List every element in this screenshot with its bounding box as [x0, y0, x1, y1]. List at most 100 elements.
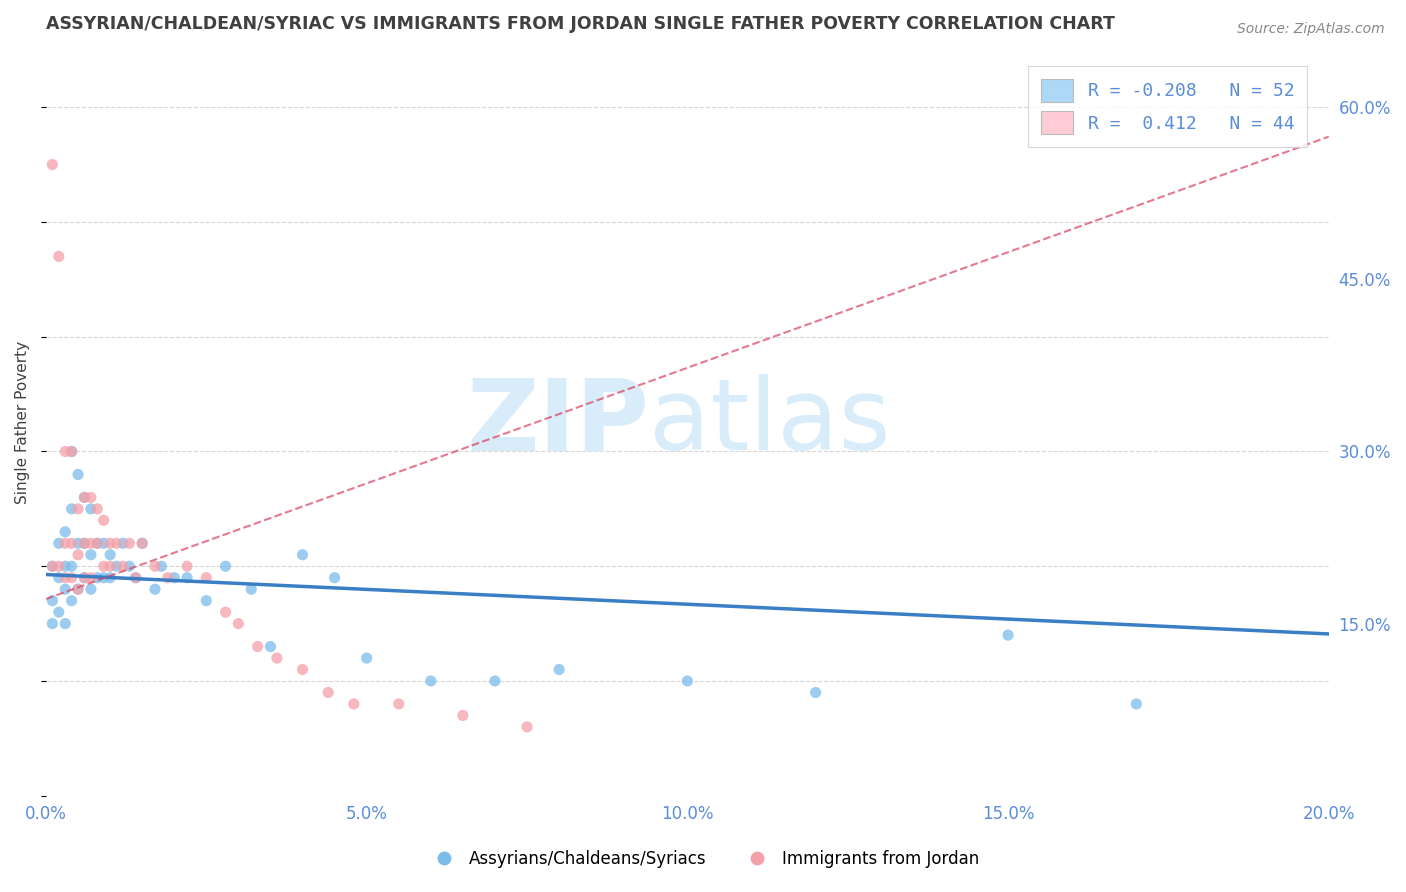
- Point: [53, 444, 76, 458]
- Point: [41, 559, 63, 574]
- Point: [516, 720, 538, 734]
- Point: [98, 536, 121, 550]
- Point: [60, 559, 83, 574]
- Point: [176, 559, 198, 574]
- Point: [73, 536, 96, 550]
- Point: [73, 491, 96, 505]
- Point: [41, 158, 63, 172]
- Point: [451, 708, 474, 723]
- Point: [80, 571, 103, 585]
- Point: [73, 571, 96, 585]
- Point: [53, 524, 76, 539]
- Point: [67, 467, 90, 482]
- Point: [48, 605, 70, 619]
- Text: ASSYRIAN/CHALDEAN/SYRIAC VS IMMIGRANTS FROM JORDAN SINGLE FATHER POVERTY CORRELA: ASSYRIAN/CHALDEAN/SYRIAC VS IMMIGRANTS F…: [46, 15, 1115, 33]
- Point: [323, 571, 346, 585]
- Point: [105, 559, 128, 574]
- Point: [266, 651, 288, 665]
- Point: [388, 697, 411, 711]
- Text: atlas: atlas: [650, 375, 890, 471]
- Point: [240, 582, 263, 597]
- Point: [143, 559, 166, 574]
- Point: [676, 673, 699, 688]
- Point: [291, 548, 314, 562]
- Point: [41, 616, 63, 631]
- Point: [195, 571, 218, 585]
- Point: [131, 536, 153, 550]
- Point: [48, 559, 70, 574]
- Point: [143, 582, 166, 597]
- Point: [111, 559, 134, 574]
- Point: [214, 559, 236, 574]
- Point: [356, 651, 378, 665]
- Y-axis label: Single Father Poverty: Single Father Poverty: [15, 342, 30, 504]
- Point: [176, 571, 198, 585]
- Point: [73, 571, 96, 585]
- Point: [60, 444, 83, 458]
- Point: [80, 536, 103, 550]
- Point: [316, 685, 339, 699]
- Point: [125, 571, 148, 585]
- Point: [48, 249, 70, 263]
- Point: [53, 616, 76, 631]
- Point: [131, 536, 153, 550]
- Point: [105, 536, 128, 550]
- Point: [163, 571, 186, 585]
- Point: [67, 582, 90, 597]
- Point: [48, 536, 70, 550]
- Point: [53, 582, 76, 597]
- Point: [548, 663, 571, 677]
- Point: [60, 444, 83, 458]
- Point: [93, 559, 115, 574]
- Point: [80, 491, 103, 505]
- Point: [93, 571, 115, 585]
- Point: [86, 571, 108, 585]
- Point: [60, 593, 83, 607]
- Legend: R = -0.208   N = 52, R =  0.412   N = 44: R = -0.208 N = 52, R = 0.412 N = 44: [1028, 66, 1308, 147]
- Point: [67, 536, 90, 550]
- Point: [118, 536, 141, 550]
- Text: ZIP: ZIP: [465, 375, 650, 471]
- Point: [53, 559, 76, 574]
- Point: [259, 640, 281, 654]
- Point: [804, 685, 827, 699]
- Point: [214, 605, 236, 619]
- Point: [67, 582, 90, 597]
- Point: [86, 536, 108, 550]
- Point: [93, 536, 115, 550]
- Point: [98, 559, 121, 574]
- Point: [73, 536, 96, 550]
- Point: [93, 513, 115, 527]
- Point: [53, 536, 76, 550]
- Point: [228, 616, 250, 631]
- Point: [73, 491, 96, 505]
- Point: [41, 559, 63, 574]
- Point: [80, 501, 103, 516]
- Point: [156, 571, 179, 585]
- Point: [997, 628, 1019, 642]
- Point: [111, 536, 134, 550]
- Point: [195, 593, 218, 607]
- Point: [41, 593, 63, 607]
- Point: [246, 640, 269, 654]
- Point: [118, 559, 141, 574]
- Point: [48, 571, 70, 585]
- Legend: Assyrians/Chaldeans/Syriacs, Immigrants from Jordan: Assyrians/Chaldeans/Syriacs, Immigrants …: [420, 844, 986, 875]
- Point: [60, 501, 83, 516]
- Point: [53, 571, 76, 585]
- Point: [419, 673, 441, 688]
- Point: [86, 536, 108, 550]
- Point: [60, 536, 83, 550]
- Point: [67, 548, 90, 562]
- Point: [484, 673, 506, 688]
- Point: [60, 571, 83, 585]
- Point: [67, 501, 90, 516]
- Point: [98, 548, 121, 562]
- Point: [80, 548, 103, 562]
- Point: [343, 697, 366, 711]
- Point: [98, 571, 121, 585]
- Point: [86, 501, 108, 516]
- Point: [80, 582, 103, 597]
- Point: [150, 559, 173, 574]
- Point: [125, 571, 148, 585]
